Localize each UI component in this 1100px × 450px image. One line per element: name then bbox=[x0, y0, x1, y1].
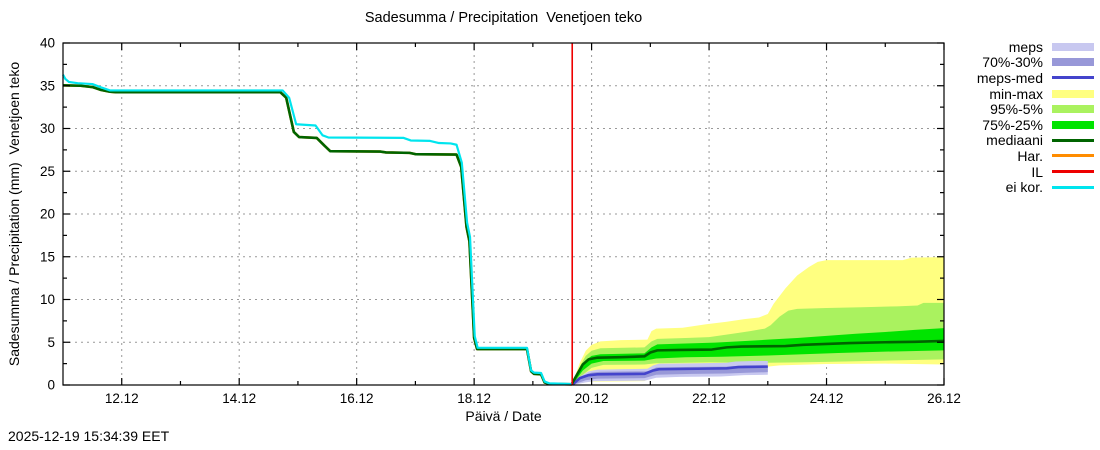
line-meps-med bbox=[571, 365, 768, 386]
x-tick-label: 26.12 bbox=[927, 391, 961, 406]
x-tick-label: 12.12 bbox=[105, 391, 139, 406]
legend-label: min-max bbox=[989, 85, 1043, 102]
legend-label: ei kor. bbox=[1005, 179, 1043, 196]
legend-item-70-30: 70%-30% bbox=[977, 55, 1094, 71]
legend-item-meps: meps bbox=[977, 39, 1094, 55]
legend-label: meps-med bbox=[976, 69, 1043, 86]
legend-label: 75%-25% bbox=[982, 116, 1043, 133]
band-70-30 bbox=[572, 365, 768, 385]
legend: meps 70%-30% meps-med min-max 95%-5% 75%-25% m… bbox=[977, 39, 1094, 195]
legend-item-75-25: 75%-25% bbox=[977, 117, 1094, 133]
legend-label: Har. bbox=[1017, 147, 1043, 164]
legend-label: 95%-5% bbox=[990, 101, 1043, 118]
legend-item-meps-med: meps-med bbox=[977, 70, 1094, 86]
y-tick-label: 15 bbox=[40, 249, 55, 264]
chart-title: Sadesumma / Precipitation Venetjoen teko bbox=[364, 10, 643, 26]
x-tick-label: 14.12 bbox=[222, 391, 256, 406]
legend-swatch-band bbox=[1052, 105, 1094, 114]
y-tick-label: 10 bbox=[40, 292, 55, 307]
x-tick-label: 20.12 bbox=[575, 391, 609, 406]
legend-item-har: Har. bbox=[977, 148, 1094, 164]
legend-item-mediaani: mediaani bbox=[977, 133, 1094, 149]
y-axis-label: Sadesumma / Precipitation (mm) Venetjoen… bbox=[6, 61, 22, 367]
legend-label: mediaani bbox=[986, 132, 1043, 149]
x-tick-label: 22.12 bbox=[692, 391, 726, 406]
y-tick-label: 5 bbox=[47, 335, 55, 350]
y-tick-label: 0 bbox=[47, 378, 55, 393]
legend-swatch-band bbox=[1052, 120, 1094, 129]
line-eikor bbox=[62, 74, 572, 386]
timestamp: 2025-12-19 15:34:39 EET bbox=[8, 428, 170, 444]
y-tick-label: 25 bbox=[40, 164, 55, 179]
y-tick-label: 30 bbox=[40, 121, 55, 136]
legend-swatch-line bbox=[1052, 185, 1094, 189]
legend-swatch-line bbox=[1052, 170, 1094, 174]
x-tick-label: 24.12 bbox=[810, 391, 844, 406]
legend-swatch-line bbox=[1052, 138, 1094, 142]
legend-label: meps bbox=[1008, 38, 1043, 55]
legend-item-95-5: 95%-5% bbox=[977, 101, 1094, 117]
x-tick-label: 16.12 bbox=[340, 391, 374, 406]
y-tick-label: 35 bbox=[40, 78, 55, 93]
legend-label: 70%-30% bbox=[982, 54, 1043, 71]
legend-swatch-band bbox=[1052, 42, 1094, 51]
line-Har bbox=[62, 84, 572, 386]
legend-label: IL bbox=[1031, 163, 1043, 180]
legend-item-min-max: min-max bbox=[977, 86, 1094, 102]
x-axis-label: Päivä / Date bbox=[465, 408, 542, 424]
legend-item-eikor: ei kor. bbox=[977, 179, 1094, 195]
legend-item-il: IL bbox=[977, 164, 1094, 180]
legend-swatch-line bbox=[1052, 154, 1094, 158]
y-tick-label: 20 bbox=[40, 207, 55, 222]
legend-swatch-band bbox=[1052, 89, 1094, 98]
x-tick-label: 18.12 bbox=[457, 391, 491, 406]
y-tick-label: 40 bbox=[40, 36, 55, 51]
legend-swatch-band bbox=[1052, 58, 1094, 67]
legend-swatch-line bbox=[1052, 76, 1094, 80]
